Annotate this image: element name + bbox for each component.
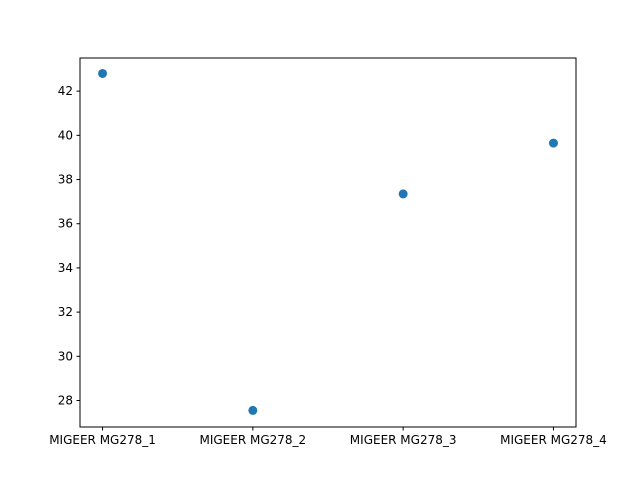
data-point [398, 189, 408, 199]
y-tick-label: 42 [58, 84, 73, 98]
x-tick-label: MIGEER MG278_1 [49, 433, 156, 447]
y-tick-label: 38 [58, 173, 73, 187]
x-tick-label: MIGEER MG278_2 [199, 433, 306, 447]
data-point [248, 405, 258, 415]
plot-area [80, 58, 576, 427]
y-tick-label: 32 [58, 305, 73, 319]
data-points [98, 68, 558, 415]
y-axis: 28 30 32 34 36 38 40 42 [58, 84, 80, 407]
y-tick-label: 30 [58, 349, 73, 363]
x-tick-label: MIGEER MG278_4 [500, 433, 607, 447]
y-tick-label: 36 [58, 217, 73, 231]
data-point [548, 138, 558, 148]
data-point [98, 68, 108, 78]
y-tick-label: 28 [58, 393, 73, 407]
x-axis: MIGEER MG278_1 MIGEER MG278_2 MIGEER MG278… [49, 427, 607, 447]
y-tick-label: 34 [58, 261, 73, 275]
axes-frame [79, 57, 577, 428]
x-tick-label: MIGEER MG278_3 [350, 433, 457, 447]
y-tick-label: 40 [58, 128, 73, 142]
